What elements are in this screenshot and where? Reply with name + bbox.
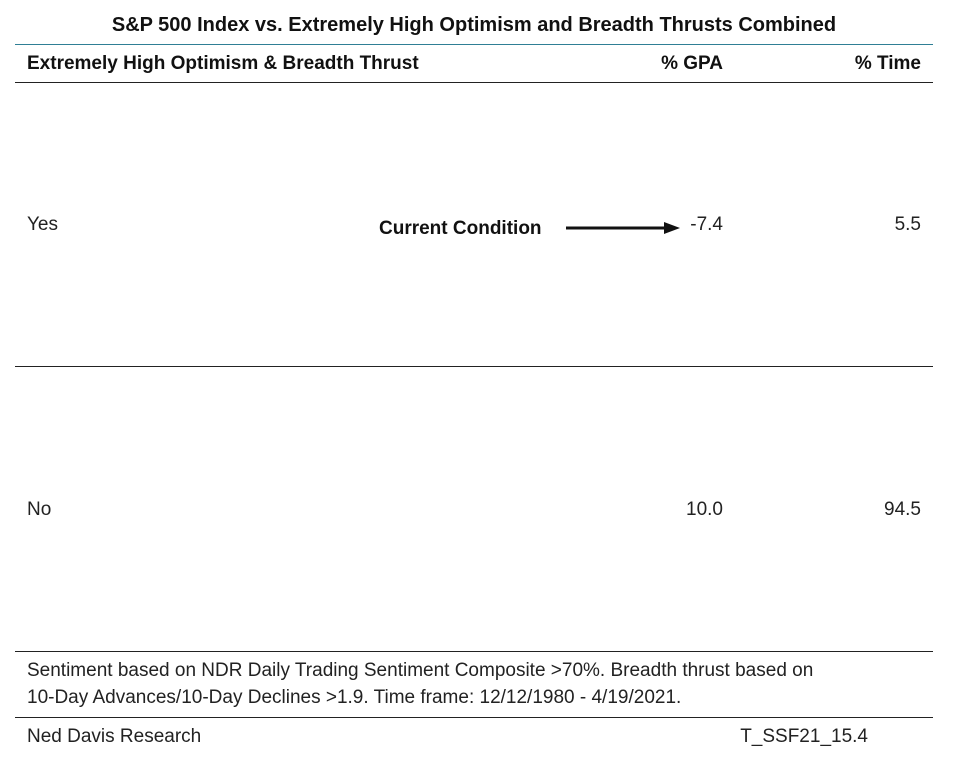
footnote: Sentiment based on NDR Daily Trading Sen… <box>27 657 927 711</box>
column-header-gpa: % GPA <box>661 53 723 74</box>
footnote-divider <box>15 651 933 652</box>
current-condition-annotation: Current Condition <box>379 218 542 239</box>
row-divider <box>15 366 933 367</box>
footnote-line-1: Sentiment based on NDR Daily Trading Sen… <box>27 660 814 681</box>
table-title: S&P 500 Index vs. Extremely High Optimis… <box>111 14 837 36</box>
row-yes-label: Yes <box>27 214 58 235</box>
row-no-gpa: 10.0 <box>686 499 723 520</box>
row-no-time: 94.5 <box>884 499 921 520</box>
header-divider <box>15 82 933 83</box>
current-condition-arrow-icon <box>566 222 680 234</box>
row-yes-gpa: -7.4 <box>690 214 723 235</box>
column-header-time: % Time <box>854 53 921 74</box>
title-divider <box>15 44 933 45</box>
row-no-label: No <box>27 499 52 520</box>
chart-code: T_SSF21_15.4 <box>740 726 868 747</box>
source-divider <box>15 717 933 718</box>
source-credit: Ned Davis Research <box>27 726 202 747</box>
row-yes-time: 5.5 <box>894 214 921 235</box>
column-header-condition: Extremely High Optimism & Breadth Thrust <box>27 53 419 74</box>
footnote-line-2: 10-Day Advances/10-Day Declines >1.9. Ti… <box>27 687 682 708</box>
